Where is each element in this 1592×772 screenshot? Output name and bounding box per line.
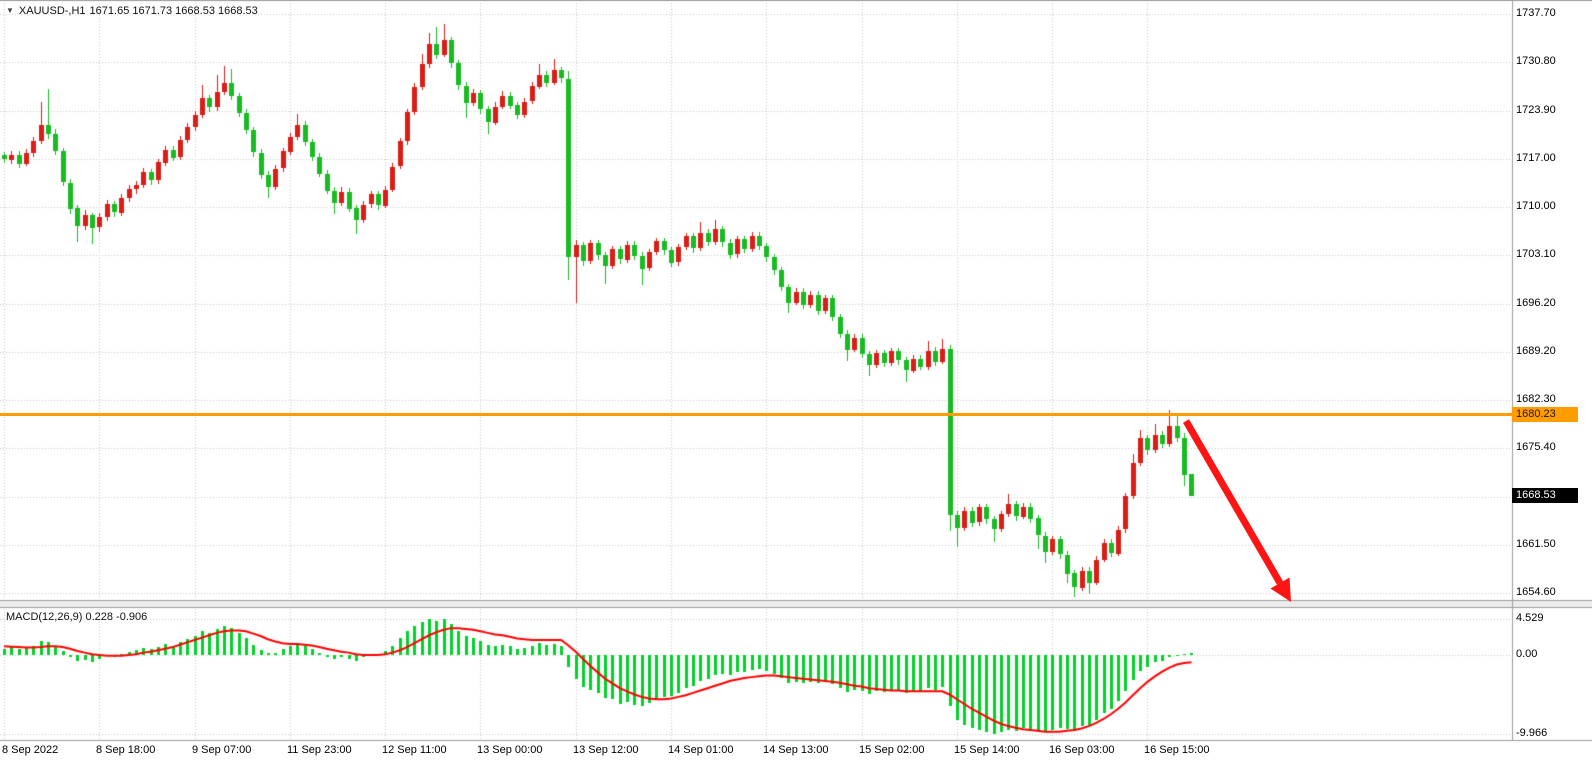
price-axis-label: 1737.70 [1516, 7, 1556, 19]
price-axis-label: 1696.20 [1516, 297, 1556, 309]
time-axis-label: 13 Sep 12:00 [573, 744, 639, 756]
price-axis-label: 1730.80 [1516, 55, 1556, 67]
price-axis-label: 1703.10 [1516, 248, 1556, 260]
time-axis-label: 14 Sep 01:00 [668, 744, 734, 756]
hline-price-badge: 1680.23 [1512, 406, 1578, 422]
price-axis-label: 1710.00 [1516, 200, 1556, 212]
time-axis-label: 15 Sep 02:00 [859, 744, 925, 756]
price-axis-label: 1723.90 [1516, 104, 1556, 116]
macd-indicator-label: MACD(12,26,9) 0.228 -0.906 [6, 611, 148, 623]
price-axis-label: 1717.00 [1516, 152, 1556, 164]
price-axis-label: 1654.60 [1516, 586, 1556, 598]
time-axis-label: 11 Sep 23:00 [287, 744, 352, 756]
macd-axis-label: -9.966 [1516, 727, 1548, 739]
chevron-down-icon[interactable]: ▼ [6, 6, 14, 15]
time-axis-label: 8 Sep 2022 [2, 744, 59, 756]
time-axis-label: 13 Sep 00:00 [477, 744, 543, 756]
time-axis-label: 15 Sep 14:00 [954, 744, 1020, 756]
price-axis-label: 1689.20 [1516, 345, 1556, 357]
price-axis-label: 1682.30 [1516, 393, 1556, 405]
symbol-timeframe-label: XAUUSD-,H1 [18, 5, 86, 17]
price-axis-label: 1675.40 [1516, 441, 1556, 453]
time-axis-label: 8 Sep 18:00 [96, 744, 156, 756]
time-axis-label: 16 Sep 03:00 [1049, 744, 1115, 756]
time-axis-label: 16 Sep 15:00 [1144, 744, 1210, 756]
time-axis-label: 9 Sep 07:00 [192, 744, 252, 756]
current-price-badge: 1668.53 [1512, 488, 1578, 504]
time-axis-label: 12 Sep 11:00 [382, 744, 447, 756]
price-axis-label: 1661.50 [1516, 538, 1556, 550]
ohlc-values: 1671.65 1671.73 1668.53 1668.53 [89, 5, 258, 17]
time-axis-label: 14 Sep 13:00 [763, 744, 829, 756]
macd-axis-label: 0.00 [1516, 648, 1538, 660]
chart-symbol-header: ▼ XAUUSD-,H1 1671.65 1671.73 1668.53 1668.… [6, 5, 262, 17]
horizontal-price-line[interactable] [0, 412, 1512, 416]
macd-axis-label: 4.529 [1516, 612, 1544, 624]
